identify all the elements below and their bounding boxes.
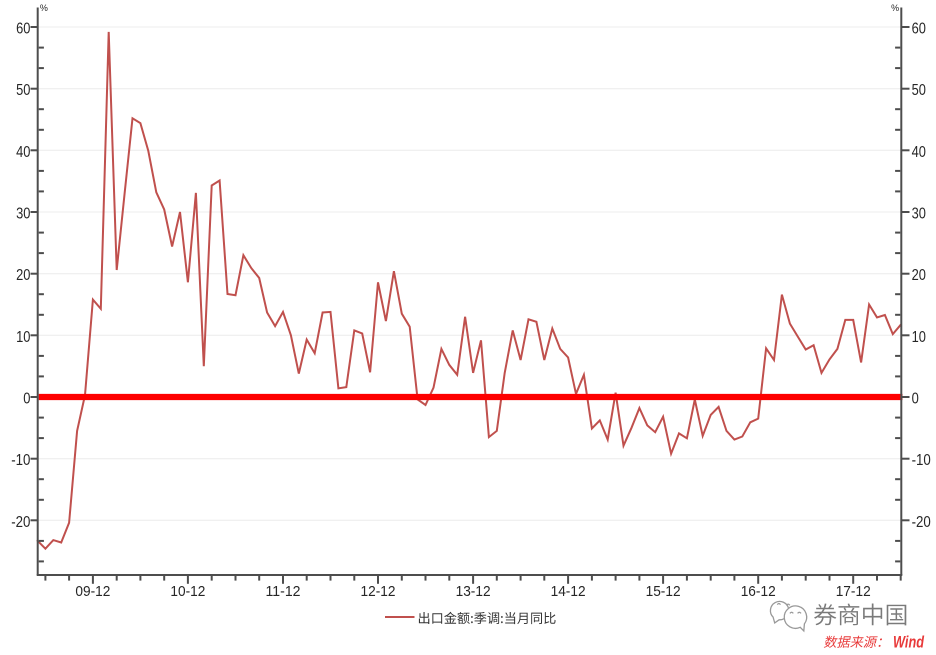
svg-text:%: % bbox=[40, 3, 48, 13]
svg-text:17-12: 17-12 bbox=[836, 584, 871, 600]
svg-text:30: 30 bbox=[912, 206, 926, 223]
svg-text:14-12: 14-12 bbox=[551, 584, 586, 600]
svg-text:30: 30 bbox=[16, 206, 30, 223]
svg-text:10: 10 bbox=[912, 329, 926, 346]
svg-text:12-12: 12-12 bbox=[361, 584, 396, 600]
svg-text:0: 0 bbox=[23, 391, 30, 408]
svg-text:15-12: 15-12 bbox=[646, 584, 681, 600]
svg-text:-10: -10 bbox=[11, 452, 30, 469]
svg-text:50: 50 bbox=[16, 82, 30, 99]
svg-text:10-12: 10-12 bbox=[170, 584, 205, 600]
svg-text:0: 0 bbox=[912, 391, 919, 408]
svg-text:%: % bbox=[891, 3, 899, 13]
svg-text:11-12: 11-12 bbox=[266, 584, 301, 600]
svg-text:40: 40 bbox=[16, 144, 30, 161]
svg-text:09-12: 09-12 bbox=[75, 584, 110, 600]
svg-text:50: 50 bbox=[912, 82, 926, 99]
svg-text:20: 20 bbox=[912, 267, 926, 284]
svg-text:16-12: 16-12 bbox=[741, 584, 776, 600]
svg-text:-10: -10 bbox=[912, 452, 931, 469]
svg-text:60: 60 bbox=[912, 21, 926, 38]
svg-text:13-12: 13-12 bbox=[456, 584, 491, 600]
svg-text:20: 20 bbox=[16, 267, 30, 284]
svg-text:10: 10 bbox=[16, 329, 30, 346]
svg-text:-20: -20 bbox=[11, 514, 30, 531]
svg-text:60: 60 bbox=[16, 21, 30, 38]
svg-text:Wind: Wind bbox=[893, 632, 924, 651]
svg-text:40: 40 bbox=[912, 144, 926, 161]
svg-text:-20: -20 bbox=[912, 514, 931, 531]
